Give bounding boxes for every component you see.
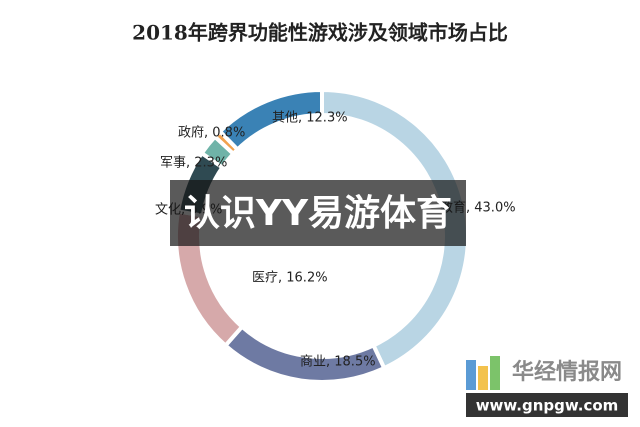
watermark: 华经情报网 www.gnpgw.com [466, 356, 628, 417]
overlay-text: 认识YY易游体育 [184, 193, 452, 234]
logo [490, 356, 500, 390]
slice-label: 军事, 2.3% [160, 156, 227, 171]
watermark-url: www.gnpgw.com [476, 397, 619, 415]
slice-label: 商业, 18.5% [300, 355, 376, 370]
overlay-band [170, 180, 466, 246]
slice-label: 政府, 0.8% [178, 126, 245, 141]
slice [217, 87, 324, 153]
slice-label: 其他, 12.3% [272, 111, 348, 126]
watermark-box [466, 393, 628, 417]
slice-label: 医疗, 16.2% [252, 271, 328, 286]
logo [466, 360, 476, 390]
logo [478, 366, 488, 390]
watermark-name: 华经情报网 [512, 359, 622, 385]
chart-title: 2018年跨界功能性游戏涉及领域市场占比 [132, 21, 508, 45]
